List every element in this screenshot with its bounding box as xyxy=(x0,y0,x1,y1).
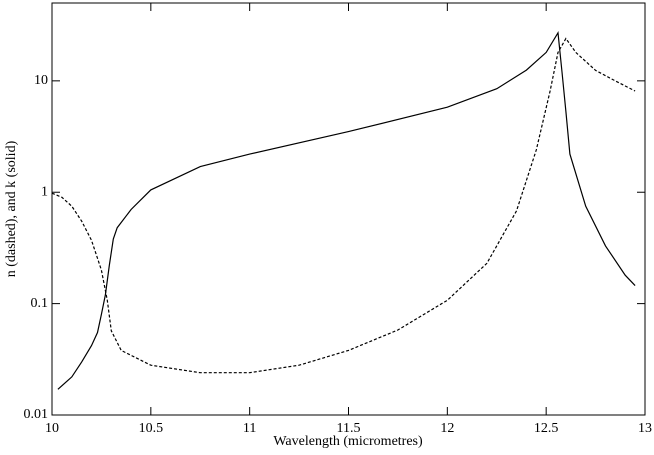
y-tick-label: 0.1 xyxy=(31,296,49,311)
x-tick-label: 13 xyxy=(638,421,652,436)
y-axis-label: n (dashed), and k (solid) xyxy=(4,140,19,277)
line-solid xyxy=(57,30,636,390)
y-tick-label: 0.01 xyxy=(24,407,49,422)
y-tick-label: 10 xyxy=(34,73,48,88)
x-tick-label: 11 xyxy=(243,421,256,436)
x-axis-label: Wavelength (micrometres) xyxy=(273,434,423,449)
y-tick-label: 1 xyxy=(41,184,48,199)
x-tick-label: 10 xyxy=(45,421,59,436)
x-tick-label: 12 xyxy=(440,421,454,436)
x-tick-label: 10.5 xyxy=(139,421,164,436)
x-tick-label: 12.5 xyxy=(534,421,559,436)
line-dashed xyxy=(51,37,636,374)
plot-frame xyxy=(51,2,646,416)
x-tick-label: 11.5 xyxy=(337,421,361,436)
